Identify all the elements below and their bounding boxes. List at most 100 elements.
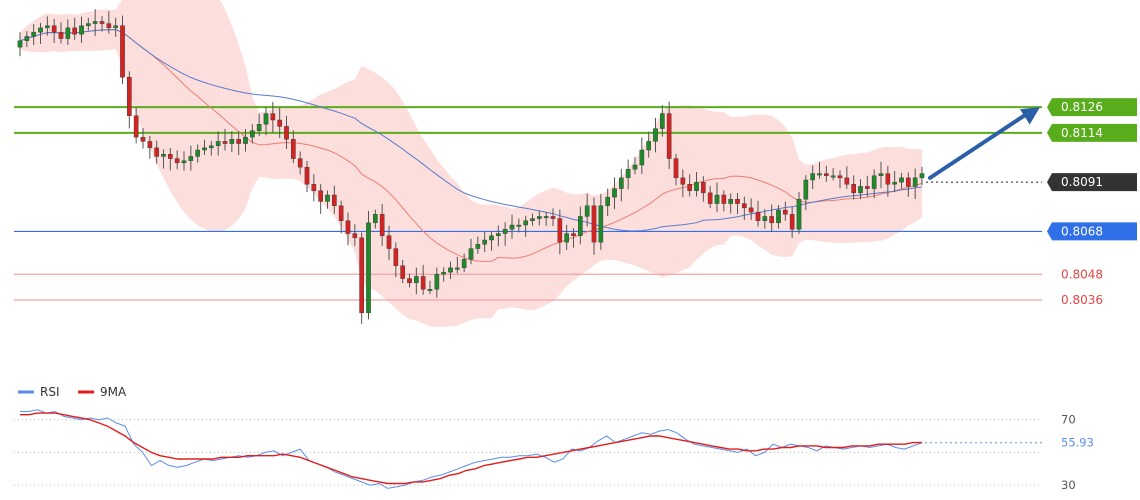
candle-body	[687, 184, 692, 191]
candle-body	[38, 27, 43, 33]
candle-body	[653, 128, 658, 142]
rsi-panel: 55.93	[20, 409, 1094, 489]
candle-body	[530, 218, 535, 221]
candle-body	[912, 177, 918, 187]
candle-body	[742, 203, 747, 209]
candle-body	[584, 205, 590, 217]
candle-body	[154, 147, 159, 157]
candle-body	[202, 147, 207, 151]
candle-body	[844, 177, 850, 185]
candle-body	[420, 276, 426, 290]
candle-body	[571, 233, 576, 236]
candle-body	[168, 154, 173, 159]
level-pill-0.8068	[1047, 222, 1137, 241]
candle-body	[694, 181, 699, 191]
level-label-0.8091: 0.8091	[1061, 175, 1103, 189]
candle-body	[86, 23, 91, 26]
candle-body	[120, 25, 125, 78]
candle-body	[99, 21, 105, 24]
candle-body	[755, 211, 761, 221]
candle-body	[591, 205, 597, 243]
legend-label-9ma: 9MA	[100, 385, 127, 399]
level-pill-0.8114	[1047, 123, 1137, 142]
candle-body	[373, 214, 378, 224]
candle-body	[427, 289, 433, 291]
candle-body	[386, 235, 392, 249]
rsi-series-rsi-line	[20, 409, 923, 489]
candle-body	[338, 205, 344, 221]
candle-body	[250, 130, 255, 138]
candle-body	[147, 141, 153, 149]
candle-body	[769, 216, 774, 224]
candle-body	[461, 259, 467, 269]
candle-body	[509, 224, 515, 230]
candle-body	[215, 141, 221, 146]
candle-body	[256, 124, 262, 131]
candle-body	[45, 25, 50, 29]
candle-body	[17, 40, 23, 48]
candle-body	[455, 267, 460, 270]
level-label-0.8126: 0.8126	[1061, 100, 1103, 114]
candle-body	[58, 31, 64, 39]
candle-body	[899, 177, 904, 183]
candle-body	[728, 199, 733, 204]
legend-label-rsi: RSI	[40, 385, 60, 399]
candle-body	[543, 216, 549, 219]
candle-body	[229, 139, 235, 144]
candle-body	[181, 160, 187, 164]
level-label-0.8036: 0.8036	[1061, 293, 1103, 307]
candle-body	[789, 214, 795, 230]
candle-body	[776, 209, 781, 224]
candle-body	[673, 158, 679, 179]
candle-body	[311, 184, 317, 191]
candle-body	[414, 276, 419, 284]
candle-body	[824, 173, 829, 176]
candle-body	[871, 175, 877, 189]
candle-body	[564, 233, 569, 243]
candle-body	[31, 31, 36, 37]
level-labels: 0.8126 0.8114 0.8091 0.8068 0.8048 0.8036	[1047, 98, 1137, 307]
candle-body	[113, 25, 118, 29]
candle-body	[598, 205, 604, 243]
candle-body	[92, 21, 98, 24]
candle-body	[489, 235, 494, 241]
candle-body	[65, 27, 71, 39]
bollinger-bands	[20, 0, 922, 327]
candle-body	[297, 158, 303, 168]
candle-body	[270, 113, 276, 121]
candle-body	[441, 271, 446, 275]
candle-body	[277, 119, 282, 127]
candle-body	[304, 166, 310, 185]
candle-body	[550, 216, 556, 219]
candle-body	[557, 218, 563, 243]
candle-body	[878, 173, 884, 176]
candle-body	[680, 177, 686, 185]
candle-body	[434, 274, 440, 290]
candle-body	[174, 158, 180, 164]
candle-body	[72, 27, 77, 35]
level-label-0.8068: 0.8068	[1061, 224, 1103, 238]
candle-body	[332, 194, 337, 206]
candle-body	[810, 173, 815, 181]
projection-arrow-head	[1019, 107, 1040, 125]
candle-body	[263, 113, 269, 125]
candle-body	[127, 76, 132, 116]
candle-body	[919, 173, 925, 179]
candle-body	[906, 177, 911, 187]
candle-body	[352, 233, 358, 239]
candle-body	[537, 216, 542, 219]
candle-body	[284, 126, 289, 140]
rsi-grid: 70 30	[14, 413, 1076, 492]
candle-body	[632, 164, 638, 170]
candle-body	[106, 23, 112, 29]
candle-body	[325, 194, 330, 202]
candle-body	[407, 278, 412, 284]
candle-body	[523, 220, 528, 226]
rsi-legend: RSI 9MA	[18, 385, 127, 399]
projection-arrow-shaft	[928, 111, 1030, 180]
candle-body	[707, 192, 713, 204]
candle-body	[701, 181, 706, 194]
rsi-last-value: 55.93	[1061, 436, 1094, 450]
candle-body	[605, 196, 610, 206]
